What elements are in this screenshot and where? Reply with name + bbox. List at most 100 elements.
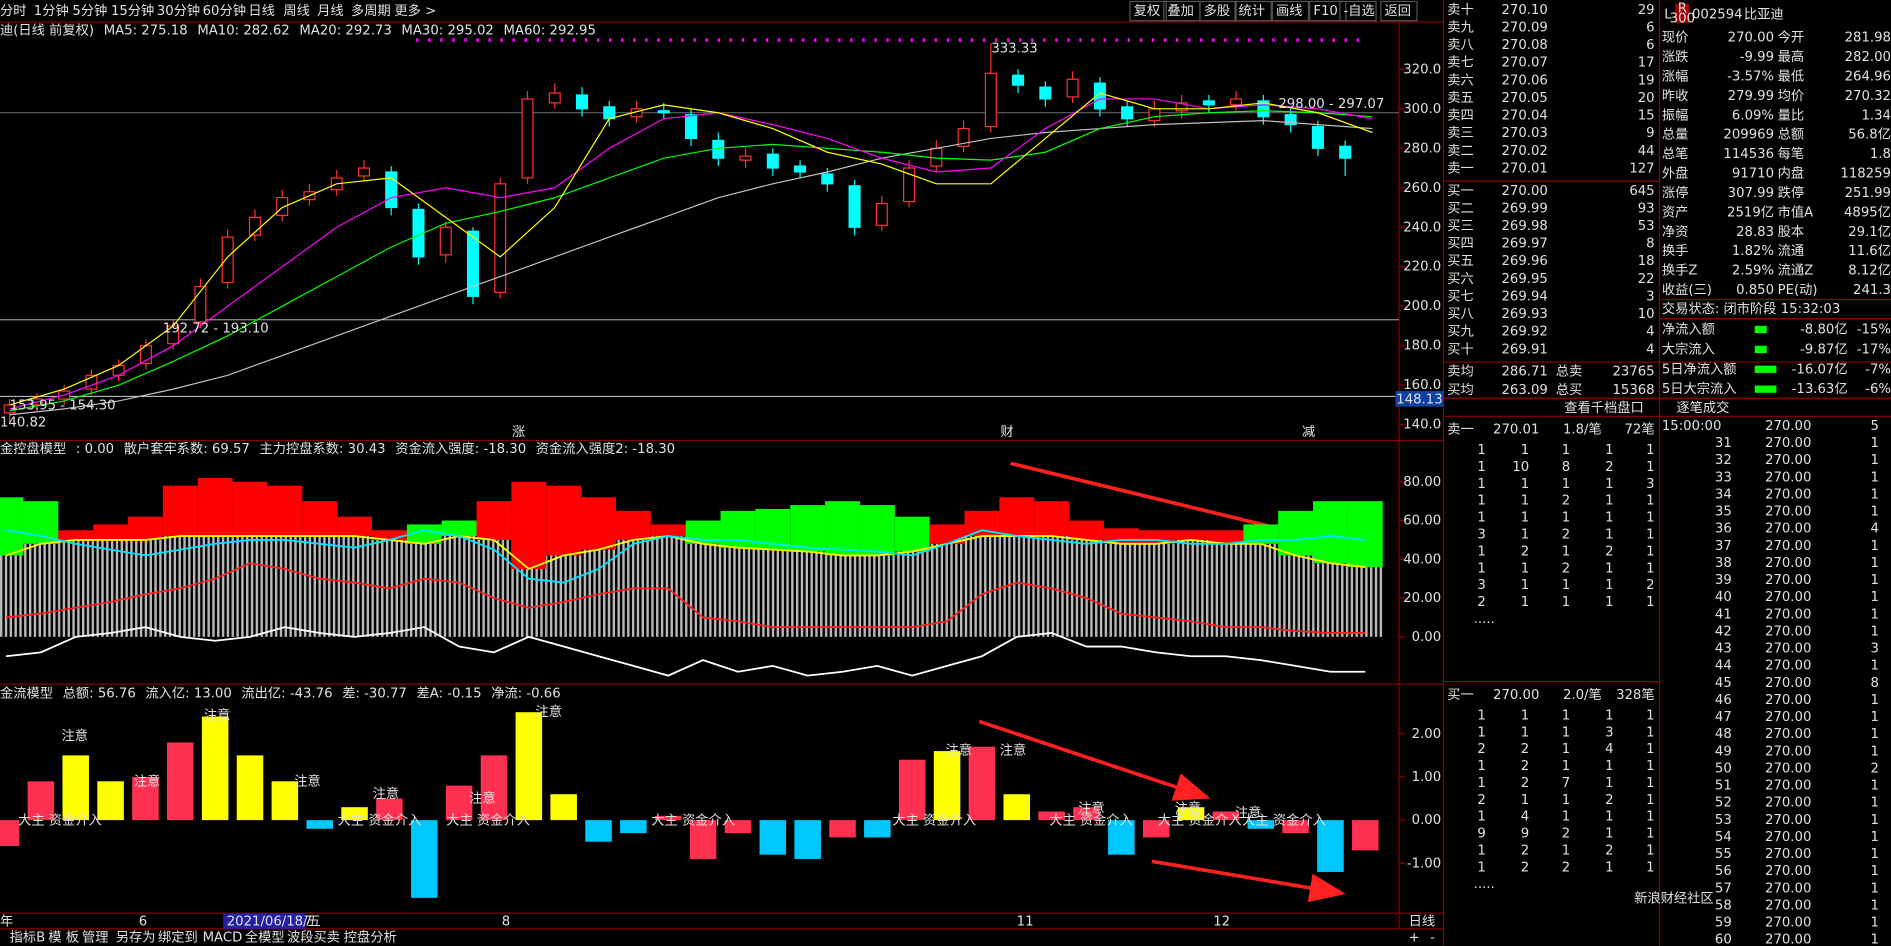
tool-button[interactable]: 画线: [1276, 3, 1303, 19]
base-bar: [650, 536, 686, 637]
queue-level: 买一: [1447, 687, 1474, 703]
tool-button[interactable]: 多股: [1204, 2, 1231, 19]
tool-button[interactable]: 复权: [1134, 2, 1161, 19]
flow-bar: [306, 820, 333, 829]
book-summary-value: 286.71: [1501, 365, 1547, 380]
period-tab[interactable]: 日线: [248, 3, 275, 19]
queue-more: .....: [1474, 877, 1495, 892]
area-bar: [128, 516, 163, 540]
trade-time: 55: [1715, 847, 1732, 862]
bottom-tab[interactable]: 全模型: [245, 928, 285, 945]
quote-label: 涨幅: [1662, 68, 1689, 84]
trade-volume: 1: [1871, 693, 1879, 708]
trade-price: 270.00: [1765, 522, 1811, 537]
flow-bar: [1352, 820, 1379, 851]
bottom-tab[interactable]: 模 板: [48, 929, 79, 945]
book-volume: 6: [1646, 21, 1654, 36]
book-level: 卖十: [1447, 2, 1474, 18]
bottom-tab[interactable]: 管理: [82, 929, 109, 945]
zoom-button[interactable]: -: [1430, 930, 1435, 945]
area-bar: [197, 477, 233, 537]
candle-body: [657, 110, 670, 114]
period-tab[interactable]: 多周期: [351, 2, 391, 19]
book-volume: 93: [1638, 201, 1655, 216]
queue-order: 3: [1477, 578, 1485, 593]
period-tab[interactable]: 5分钟: [72, 2, 107, 19]
trade-volume: 3: [1871, 642, 1879, 657]
trade-volume: 1: [1871, 933, 1879, 946]
trade-volume: 1: [1871, 796, 1879, 811]
zoom-button[interactable]: +: [1409, 930, 1420, 945]
tool-button[interactable]: -自选: [1343, 3, 1374, 19]
signal-note: 注意: [535, 703, 562, 720]
area-bar: [1208, 530, 1244, 544]
flow-indicator: [1754, 325, 1767, 334]
book-volume: 29: [1638, 3, 1655, 18]
flow-bar: [1142, 820, 1170, 838]
period-tab[interactable]: 15分钟: [111, 2, 154, 19]
trade-time: 52: [1715, 796, 1732, 811]
bottom-tab[interactable]: 指标B: [10, 929, 46, 945]
candle-body: [766, 153, 779, 169]
period-tab[interactable]: 月线: [317, 3, 344, 19]
y-tick-label: 180.0: [1403, 339, 1441, 354]
depth-button[interactable]: 查看千档盘口: [1564, 399, 1644, 416]
base-bar: [1313, 563, 1348, 637]
trade-price: 270.00: [1765, 813, 1811, 828]
period-tab[interactable]: 分时: [0, 3, 27, 19]
flow-bar: [585, 820, 612, 842]
tool-button[interactable]: 返回: [1384, 3, 1411, 19]
flow-label: 5日净流入额: [1662, 361, 1737, 377]
period-tab[interactable]: 30分钟: [157, 2, 200, 19]
trend-arrow: [1151, 859, 1346, 903]
book-level: 买五: [1447, 253, 1474, 269]
base-bar: [267, 536, 303, 637]
book-price: 269.99: [1501, 201, 1547, 216]
tool-button[interactable]: 统计: [1239, 3, 1266, 19]
trade-price: 270.00: [1765, 898, 1811, 913]
candle-body: [984, 72, 997, 128]
book-level: 卖一: [1447, 160, 1474, 176]
base-bar: [1347, 567, 1383, 637]
book-price: 270.05: [1501, 91, 1547, 106]
signal-note: 注意: [1078, 799, 1105, 816]
watermark: 新浪财经社区: [1634, 891, 1714, 907]
quote-value: 1.34: [1861, 108, 1891, 123]
queue-order: 1: [1646, 708, 1654, 723]
candle-body: [1175, 102, 1188, 112]
area-bar: [441, 520, 477, 537]
queue-order: 1: [1605, 595, 1613, 610]
tool-button[interactable]: F10: [1313, 4, 1337, 19]
queue-order: 1: [1477, 511, 1485, 526]
queue-order: 1: [1646, 810, 1654, 825]
flow-bar: [480, 755, 508, 821]
bottom-tab[interactable]: 波段买卖: [287, 929, 340, 945]
y-tick-label: 260.0: [1403, 181, 1441, 196]
period-tab[interactable]: 周线: [283, 3, 310, 19]
flow-bar: [0, 820, 20, 847]
candle-body: [903, 167, 916, 203]
queue-order: 1: [1605, 776, 1613, 791]
period-tab[interactable]: 更多 >: [394, 2, 436, 19]
flow-bar: [1108, 820, 1135, 855]
bottom-tab[interactable]: 另存为: [116, 929, 156, 945]
bottom-tab[interactable]: 绑定到: [158, 929, 198, 945]
queue-order: 2: [1521, 860, 1529, 875]
bottom-tab[interactable]: MACD: [203, 930, 243, 945]
bottom-tab[interactable]: 控盘分析: [344, 928, 397, 945]
book-volume: 4: [1646, 342, 1654, 357]
trade-time: 46: [1715, 693, 1732, 708]
period-tab[interactable]: 1分钟: [34, 2, 69, 19]
tool-button[interactable]: 叠加: [1167, 3, 1194, 19]
trade-volume: 1: [1871, 916, 1879, 931]
trade-price: 270.00: [1765, 796, 1811, 811]
book-price: 270.03: [1501, 126, 1547, 141]
period-tab[interactable]: 60分钟: [203, 2, 246, 19]
area-bar: [894, 516, 930, 552]
trade-price: 270.00: [1765, 881, 1811, 896]
x-axis-label: 8: [502, 915, 510, 930]
trade-time: 31: [1715, 436, 1732, 451]
queue-order: 9: [1521, 827, 1529, 842]
flow-bar: [1282, 820, 1309, 834]
